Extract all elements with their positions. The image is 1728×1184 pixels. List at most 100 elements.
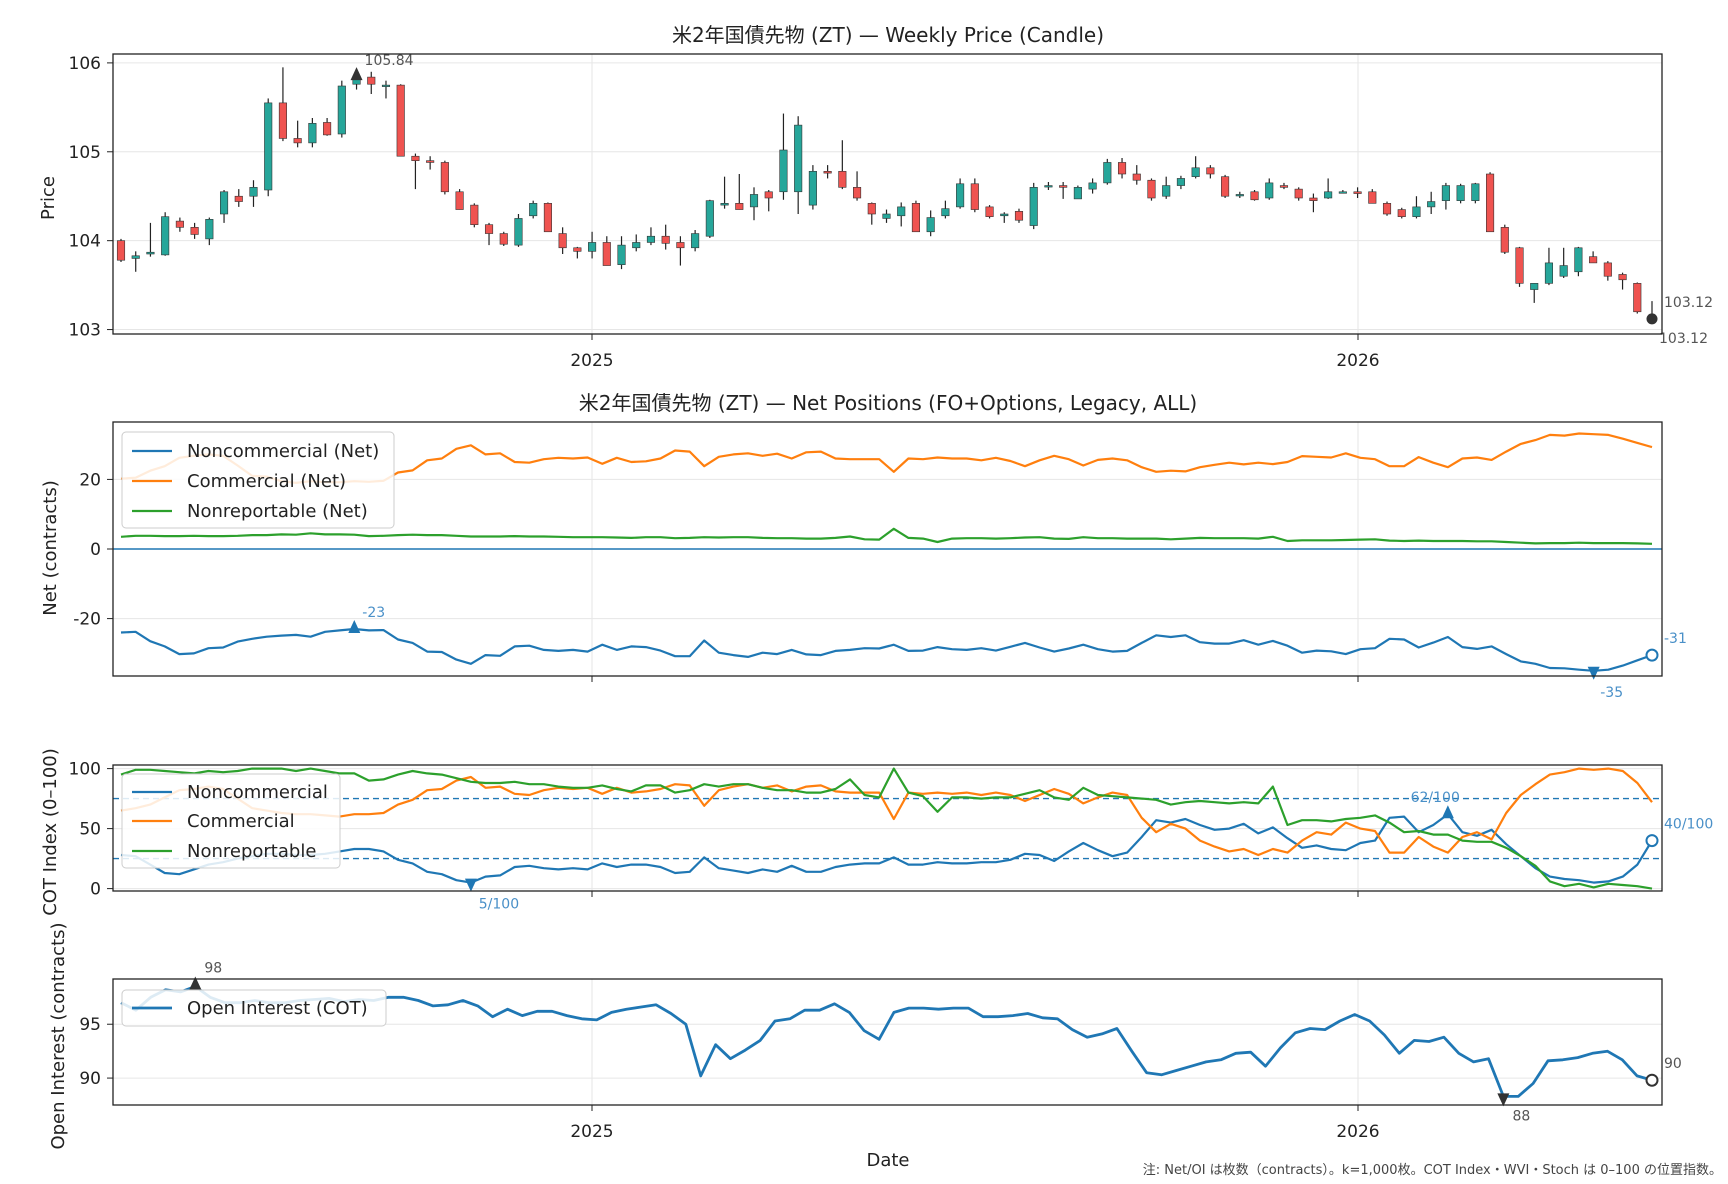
candle xyxy=(912,201,920,232)
candle-body xyxy=(294,138,302,142)
candle xyxy=(927,210,935,236)
candle xyxy=(1354,187,1362,198)
candle xyxy=(1059,182,1067,199)
candle-body xyxy=(264,103,272,190)
y-tick-label: 0 xyxy=(90,880,101,900)
candle xyxy=(897,202,905,226)
candle xyxy=(515,214,523,247)
candle-body xyxy=(206,219,214,239)
candle-body xyxy=(426,161,434,163)
net-max-marker xyxy=(348,620,360,633)
candle-body xyxy=(1089,183,1097,189)
candle xyxy=(500,232,508,246)
y-tick-label: 104 xyxy=(69,232,101,252)
candle xyxy=(868,202,876,224)
candle xyxy=(1501,225,1509,254)
cot-min-marker xyxy=(465,879,477,892)
net-min-marker xyxy=(1588,667,1600,680)
candle-body xyxy=(1177,178,1185,185)
candle xyxy=(1324,178,1332,198)
candle-body xyxy=(1118,162,1126,174)
candle xyxy=(853,171,861,200)
oi-annotations: 98 88 90 xyxy=(204,961,1682,1125)
candle xyxy=(412,154,420,190)
candle xyxy=(1045,182,1053,190)
candle-body xyxy=(765,192,773,198)
candle xyxy=(1074,186,1082,199)
candle xyxy=(1575,247,1583,276)
candle xyxy=(397,84,405,156)
net-last-label: -31 xyxy=(1664,631,1687,647)
candle xyxy=(1369,189,1377,203)
candle xyxy=(662,225,670,250)
candle xyxy=(471,203,479,227)
candle-body xyxy=(618,245,626,265)
candle xyxy=(971,178,979,212)
candle-body xyxy=(1457,186,1465,201)
candle xyxy=(117,239,125,262)
candle-body xyxy=(897,207,905,216)
net-panel-title: 米2年国債先物 (ZT) — Net Positions (FO+Options… xyxy=(579,391,1198,415)
candle xyxy=(750,187,758,220)
candle xyxy=(1560,248,1568,278)
candle-body xyxy=(1162,186,1170,197)
price-max-marker xyxy=(351,67,363,80)
candle xyxy=(691,230,699,251)
candle-body xyxy=(1354,192,1362,194)
y-tick-label: 50 xyxy=(79,820,101,840)
candle xyxy=(1442,183,1450,210)
candle-body xyxy=(780,150,788,192)
candle xyxy=(1015,209,1023,223)
candle-body xyxy=(441,162,449,191)
candle xyxy=(1030,183,1038,229)
candle-body xyxy=(309,123,317,143)
candle xyxy=(721,177,729,209)
oi-legend-label: Open Interest (COT) xyxy=(187,998,368,1019)
candle-body xyxy=(323,122,331,134)
candle-body xyxy=(647,236,655,242)
candle-body xyxy=(235,196,243,201)
cot-line-noncommercial xyxy=(121,814,1652,882)
x-axis-label: Date xyxy=(866,1150,909,1171)
net-min-label: -35 xyxy=(1600,685,1623,701)
net-line-nonreportable xyxy=(121,529,1652,544)
y-tick-label: 0 xyxy=(90,540,101,560)
oi-x-ticks: 2025 2026 xyxy=(570,1105,1379,1142)
candle-body xyxy=(338,86,346,134)
oi-x-tick-2025: 2025 xyxy=(570,1122,613,1142)
candle-body xyxy=(161,217,169,255)
cot-series-lines xyxy=(121,769,1658,892)
candle-body xyxy=(1015,211,1023,220)
candle xyxy=(1089,178,1097,193)
candle xyxy=(647,227,655,245)
candle xyxy=(485,223,493,245)
candle xyxy=(559,227,567,254)
candle-body xyxy=(1339,192,1347,194)
candle xyxy=(1398,208,1406,219)
candle xyxy=(1118,158,1126,178)
price-y-axis-label: Price xyxy=(38,176,59,220)
candle xyxy=(441,161,449,195)
candle-body xyxy=(1575,248,1583,272)
candle-body xyxy=(574,248,582,252)
candle xyxy=(220,190,228,223)
candle-body xyxy=(1310,198,1318,201)
net-y-axis-label: Net (contracts) xyxy=(40,480,61,616)
cot-legend: Noncommercial Commercial Nonreportable xyxy=(122,774,340,868)
candle-body xyxy=(1104,162,1112,182)
candle xyxy=(309,118,317,147)
oi-max-label: 98 xyxy=(204,961,222,977)
cot-last-marker xyxy=(1647,835,1658,846)
candle-body xyxy=(1001,214,1009,216)
cot-legend-noncommercial: Noncommercial xyxy=(187,782,328,803)
cot-legend-nonreportable: Nonreportable xyxy=(187,841,316,862)
candle xyxy=(426,156,434,169)
candle xyxy=(1001,212,1009,223)
candle xyxy=(839,140,847,189)
candle-body xyxy=(632,242,640,247)
candle-body xyxy=(677,242,685,247)
net-positions-panel: 米2年国債先物 (ZT) — Net Positions (FO+Options… xyxy=(40,391,1687,701)
price-candles xyxy=(117,67,1657,324)
